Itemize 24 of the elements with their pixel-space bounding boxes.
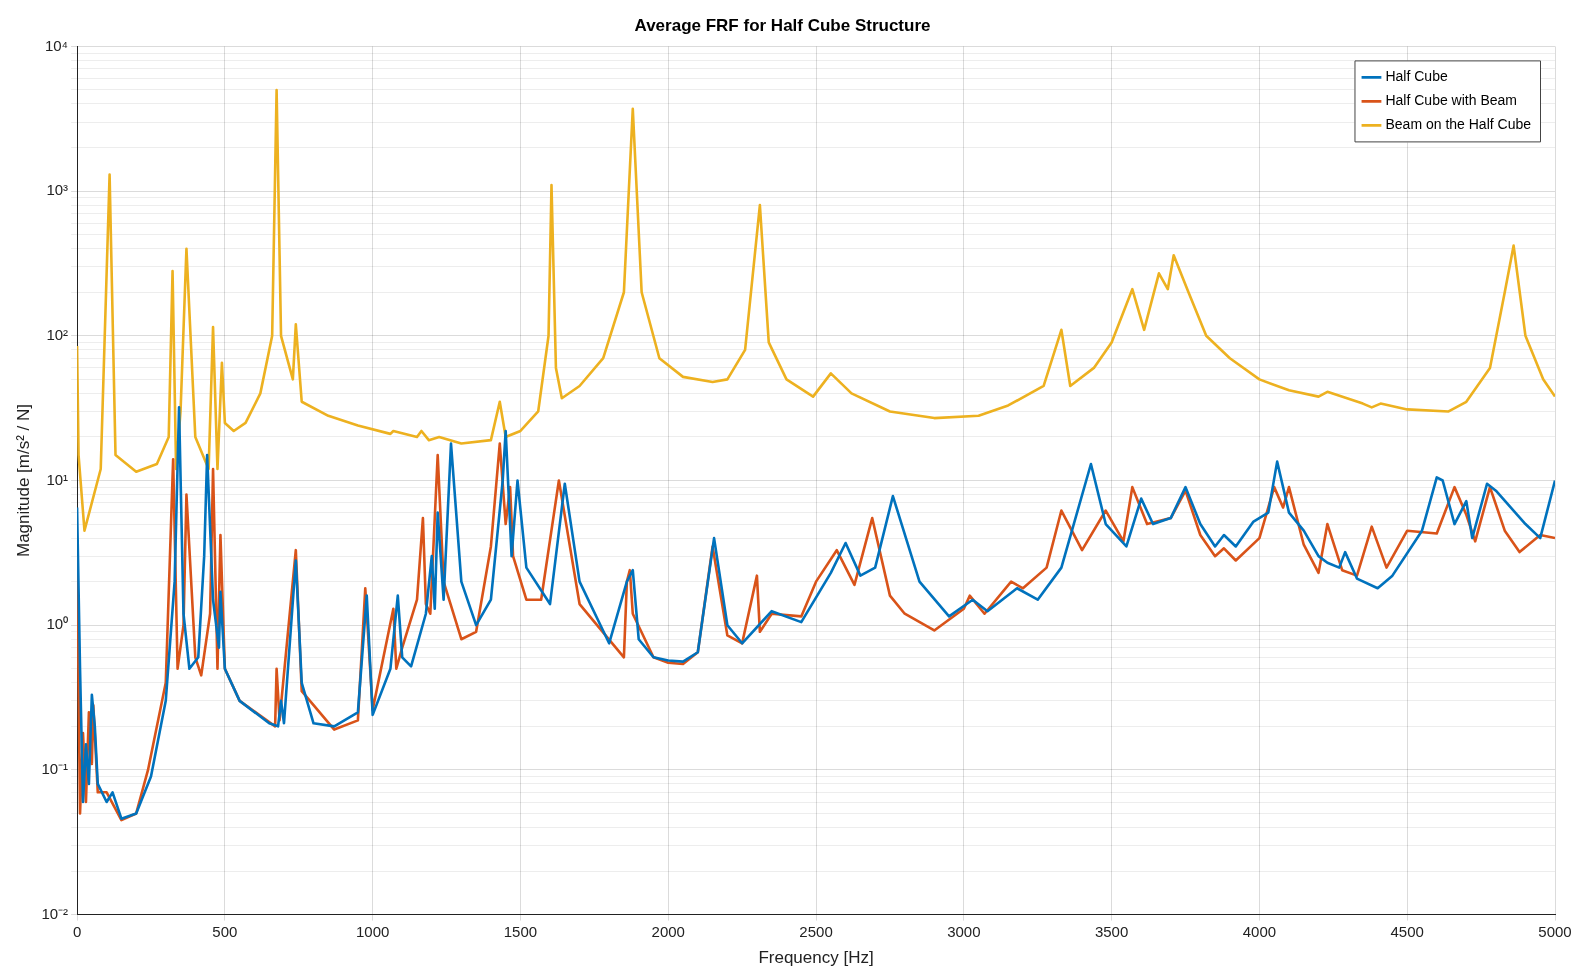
y-tick-label: 10⁻¹	[41, 760, 69, 778]
y-tick-label: 10²	[46, 325, 69, 343]
y-axis-title: Magnitude [m/s² / N]	[13, 403, 33, 558]
x-tick-label: 4500	[1390, 922, 1424, 940]
x-tick-label: 3000	[947, 922, 981, 940]
x-tick-label: 0	[72, 922, 82, 940]
y-tick-label: 10⁻²	[41, 904, 69, 922]
y-tick-label: 10⁰	[46, 615, 69, 633]
x-tick-label: 1500	[503, 922, 538, 940]
x-axis-title: Frequency [Hz]	[758, 948, 874, 968]
y-tick-label: 10¹	[46, 470, 69, 488]
x-tick-label: 4000	[1242, 922, 1277, 940]
x-tick-label: 3500	[1094, 922, 1129, 940]
y-tick-label: 10³	[46, 181, 69, 199]
legend-label: Half Cube with Beam	[1385, 92, 1517, 109]
x-tick-label: 5000	[1538, 922, 1572, 940]
x-tick-label: 1000	[355, 922, 390, 940]
chart-title: Average FRF for Half Cube Structure	[634, 15, 931, 35]
legend-label: Half Cube	[1385, 68, 1448, 85]
y-tick-label: 10⁴	[44, 36, 69, 54]
legend-label: Beam on the Half Cube	[1385, 116, 1532, 133]
x-tick-label: 2000	[651, 922, 685, 940]
x-tick-label: 2500	[799, 922, 833, 940]
x-tick-label: 500	[212, 922, 238, 940]
